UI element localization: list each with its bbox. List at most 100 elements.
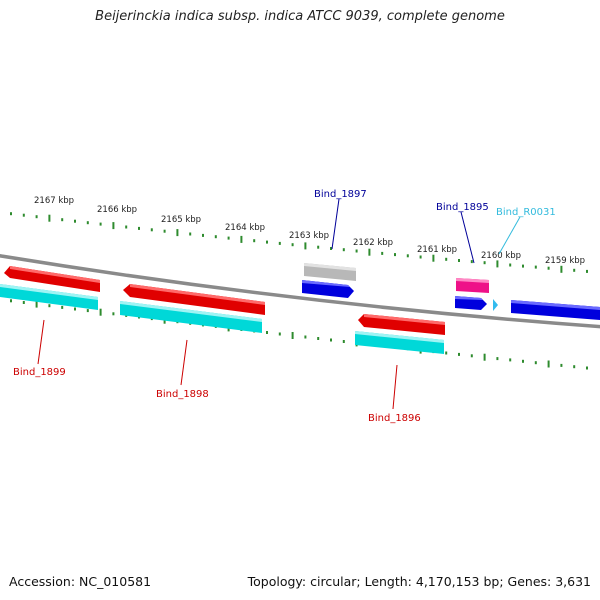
minor-tick bbox=[163, 229, 166, 233]
minor-tick bbox=[86, 309, 89, 313]
scale-label: 2159 kbp bbox=[545, 256, 585, 266]
minor-tick bbox=[10, 299, 12, 303]
minor-tick bbox=[74, 219, 76, 223]
minor-tick bbox=[586, 269, 588, 273]
minor-tick bbox=[227, 236, 230, 240]
minor-tick bbox=[458, 352, 460, 356]
minor-tick bbox=[470, 260, 473, 264]
minor-tick bbox=[406, 254, 409, 258]
major-tick bbox=[99, 308, 102, 316]
minor-tick bbox=[547, 266, 550, 270]
minor-tick bbox=[445, 351, 448, 355]
scale-ticks-inner bbox=[10, 299, 588, 370]
major-tick bbox=[48, 214, 51, 222]
scale-label: 2167 kbp bbox=[34, 196, 74, 206]
minor-tick bbox=[445, 257, 448, 261]
minor-tick bbox=[342, 248, 345, 252]
map-title: Beijerinckia indica subsp. indica ATCC 9… bbox=[95, 9, 505, 24]
minor-tick bbox=[86, 221, 89, 225]
scale-label: 2161 kbp bbox=[417, 245, 457, 255]
scale-ticks-outer bbox=[10, 212, 588, 273]
genome-summary-text: Topology: circular; Length: 4,170,153 bp… bbox=[247, 574, 591, 589]
major-tick bbox=[176, 229, 179, 237]
minor-tick bbox=[253, 239, 256, 243]
minor-tick bbox=[342, 340, 345, 343]
minor-tick bbox=[138, 226, 140, 230]
minor-tick bbox=[330, 338, 332, 342]
major-tick bbox=[547, 360, 550, 368]
gene-bind-1899[interactable] bbox=[0, 266, 100, 310]
callout-bind-1897 bbox=[331, 198, 340, 250]
scale-label: 2162 kbp bbox=[353, 238, 393, 248]
callout-bind-1895 bbox=[460, 211, 475, 264]
callout-bind-1898 bbox=[180, 339, 188, 386]
gene-label-bind-1898[interactable]: Bind_1898 bbox=[156, 389, 209, 400]
major-tick bbox=[560, 265, 563, 273]
minor-tick bbox=[278, 332, 281, 336]
minor-tick bbox=[470, 354, 473, 358]
gene-label-bind-1896[interactable]: Bind_1896 bbox=[368, 413, 421, 424]
minor-tick bbox=[266, 240, 268, 244]
minor-tick bbox=[202, 233, 204, 237]
minor-tick bbox=[61, 218, 64, 222]
minor-tick bbox=[586, 366, 588, 370]
scale-label: 2163 kbp bbox=[289, 231, 329, 241]
gene-label-bind-1897[interactable]: Bind_1897 bbox=[314, 189, 367, 200]
minor-tick bbox=[61, 305, 64, 309]
minor-tick bbox=[496, 357, 499, 361]
minor-tick bbox=[35, 215, 38, 219]
callout-bind-1896 bbox=[392, 364, 398, 410]
minor-tick bbox=[560, 363, 563, 367]
major-tick bbox=[112, 222, 115, 230]
gene-label-bind-1899[interactable]: Bind_1899 bbox=[13, 367, 66, 378]
gene-bind-1895[interactable] bbox=[455, 278, 489, 310]
minor-tick bbox=[10, 212, 12, 216]
major-tick bbox=[304, 242, 307, 250]
minor-tick bbox=[317, 337, 320, 340]
gene-bind-r0031[interactable] bbox=[493, 299, 498, 311]
minor-tick bbox=[355, 249, 358, 253]
major-tick bbox=[240, 235, 243, 243]
minor-tick bbox=[573, 268, 576, 272]
minor-tick bbox=[150, 228, 153, 232]
accession-text: Accession: NC_010581 bbox=[9, 574, 152, 589]
minor-tick bbox=[74, 307, 76, 311]
minor-tick bbox=[509, 263, 512, 267]
minor-tick bbox=[112, 312, 115, 316]
minor-tick bbox=[304, 335, 307, 339]
minor-tick bbox=[266, 331, 268, 334]
major-tick bbox=[368, 248, 371, 256]
scale-label: 2166 kbp bbox=[97, 205, 137, 215]
major-tick bbox=[35, 300, 38, 308]
scale-label: 2164 kbp bbox=[225, 223, 265, 233]
minor-tick bbox=[189, 232, 192, 236]
gene-forward-right[interactable] bbox=[511, 300, 600, 320]
minor-tick bbox=[278, 241, 281, 245]
minor-tick bbox=[330, 247, 332, 250]
minor-tick bbox=[534, 361, 537, 365]
major-tick bbox=[483, 353, 486, 361]
minor-tick bbox=[458, 259, 460, 262]
minor-tick bbox=[99, 222, 102, 226]
minor-tick bbox=[22, 301, 25, 304]
minor-tick bbox=[125, 225, 128, 229]
minor-tick bbox=[214, 235, 217, 239]
gene-label-bind-r0031[interactable]: Bind_R0031 bbox=[496, 207, 556, 218]
minor-tick bbox=[483, 261, 486, 265]
gene-bind-1896[interactable] bbox=[355, 314, 445, 354]
gene-label-bind-1895[interactable]: Bind_1895 bbox=[436, 202, 489, 213]
gene-bind-1898[interactable] bbox=[120, 284, 265, 333]
gene-bind-1897[interactable] bbox=[302, 263, 356, 298]
major-tick bbox=[291, 332, 294, 339]
minor-tick bbox=[22, 213, 25, 217]
major-tick bbox=[432, 254, 435, 262]
callout-bind-r0031 bbox=[498, 216, 521, 255]
minor-tick bbox=[317, 245, 320, 249]
scale-label: 2160 kbp bbox=[481, 251, 521, 261]
minor-tick bbox=[291, 243, 294, 247]
scale-label: 2165 kbp bbox=[161, 215, 201, 225]
major-tick bbox=[496, 260, 499, 268]
minor-tick bbox=[573, 365, 576, 369]
minor-tick bbox=[522, 359, 524, 363]
